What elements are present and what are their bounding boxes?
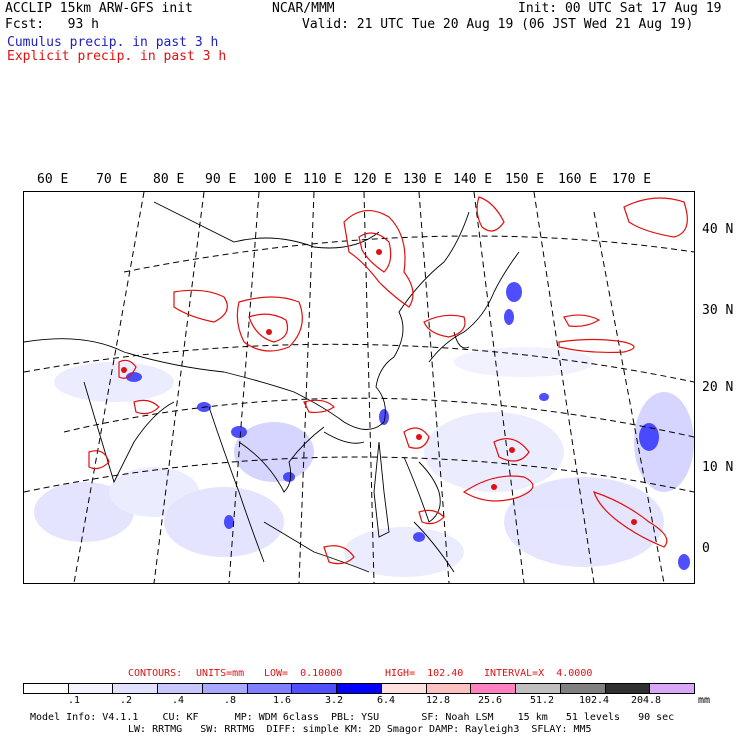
legend-label: .1 — [67, 695, 81, 706]
lon-label: 110 E — [303, 172, 343, 187]
legend-unit: mm — [698, 695, 711, 706]
lon-label: 90 E — [205, 172, 237, 187]
org-label: NCAR/MMM — [272, 1, 335, 16]
legend-label: 204.8 — [630, 695, 662, 706]
legend-label: 6.4 — [376, 695, 396, 706]
lon-label: 130 E — [403, 172, 443, 187]
contours-high: HIGH= 102.40 — [385, 668, 464, 679]
legend-swatch — [650, 684, 695, 693]
init-time: Init: 00 UTC Sat 17 Aug 19 — [518, 1, 722, 16]
legend-label: 3.2 — [324, 695, 344, 706]
forecast-hour: Fcst: 93 h — [5, 17, 99, 32]
legend-label: .2 — [119, 695, 133, 706]
legend-swatch — [605, 684, 651, 693]
lon-label: 60 E — [37, 172, 69, 187]
explicit-cores — [121, 249, 637, 525]
lat-label: 20 N — [702, 380, 734, 395]
legend-label: .4 — [171, 695, 185, 706]
legend-swatch — [24, 684, 69, 693]
model-info-line2: LW: RRTMG SW: RRTMG DIFF: simple KM: 2D … — [128, 724, 592, 735]
lon-label: 80 E — [153, 172, 185, 187]
cumulus-label: Cumulus precip. in past 3 h — [7, 35, 219, 50]
map-canvas — [23, 191, 695, 584]
legend-swatch — [158, 684, 203, 693]
legend-swatch — [202, 684, 248, 693]
precip-map — [23, 191, 695, 584]
legend-swatch — [68, 684, 114, 693]
contours-units: UNITS=mm — [196, 668, 245, 679]
legend-label: 1.6 — [272, 695, 292, 706]
legend-swatch — [381, 684, 427, 693]
legend-swatch — [113, 684, 159, 693]
contours-low: LOW= 0.10000 — [264, 668, 343, 679]
contours-label: CONTOURS: — [128, 668, 183, 679]
contours-interval: INTERVAL=X 4.0000 — [484, 668, 593, 679]
legend-label: 102.4 — [578, 695, 610, 706]
legend-swatch — [560, 684, 606, 693]
coastlines — [23, 201, 520, 573]
lon-label: 160 E — [558, 172, 598, 187]
cumulus-cores — [126, 282, 690, 570]
graticule — [23, 191, 695, 584]
valid-time: Valid: 21 UTC Tue 20 Aug 19 (06 JST Wed … — [302, 17, 694, 32]
legend-label: 12.8 — [425, 695, 451, 706]
lon-label: 70 E — [96, 172, 128, 187]
lon-label: 170 E — [612, 172, 652, 187]
explicit-contours — [88, 196, 688, 565]
legend-swatch — [247, 684, 293, 693]
lon-label: 120 E — [353, 172, 393, 187]
lon-label: 100 E — [253, 172, 293, 187]
legend-label: .8 — [223, 695, 237, 706]
legend-swatch — [471, 684, 517, 693]
cumulus-shading — [34, 347, 694, 577]
model-info-line1: Model Info: V4.1.1 CU: KF MP: WDM 6class… — [30, 712, 675, 723]
legend-swatch — [337, 684, 382, 693]
lon-label: 140 E — [453, 172, 493, 187]
legend-swatch — [426, 684, 472, 693]
legend-swatch — [516, 684, 561, 693]
color-legend — [23, 683, 695, 694]
lat-label: 0 — [702, 541, 710, 556]
lon-label: 150 E — [505, 172, 545, 187]
model-title: ACCLIP 15km ARW-GFS init — [5, 1, 193, 16]
legend-label: 25.6 — [477, 695, 503, 706]
legend-label: 51.2 — [529, 695, 555, 706]
legend-swatch — [292, 684, 338, 693]
explicit-label: Explicit precip. in past 3 h — [7, 49, 227, 64]
lat-label: 10 N — [702, 460, 734, 475]
lat-label: 40 N — [702, 222, 734, 237]
lat-label: 30 N — [702, 303, 734, 318]
